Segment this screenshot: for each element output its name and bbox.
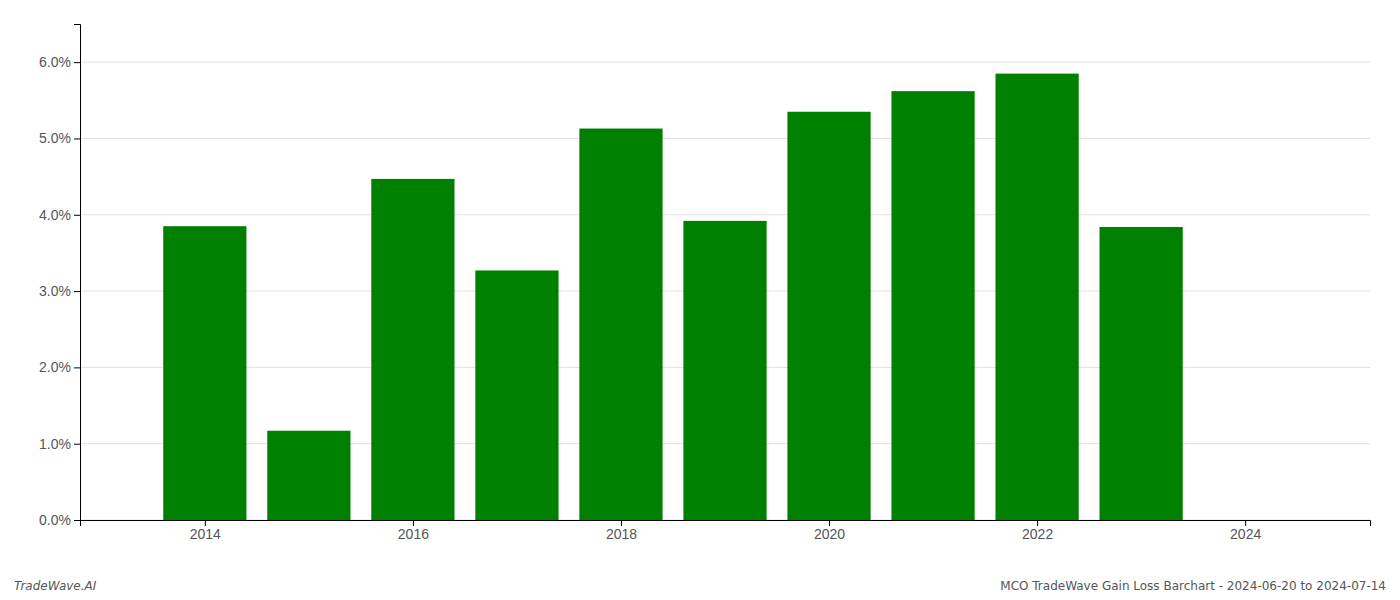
tick: 3.0% <box>39 283 80 299</box>
tick-mark <box>74 138 80 139</box>
tick: 2022 <box>1022 520 1053 542</box>
bar <box>891 91 974 520</box>
tick: 6.0% <box>39 54 80 70</box>
tick-mark <box>74 215 80 216</box>
tick-label: 2022 <box>1022 526 1053 542</box>
tick-mark <box>74 367 80 368</box>
grid <box>80 62 1370 520</box>
chart: 0.0% 1.0% 2.0% 3.0% 4.0% 5.0% 6.0% 2014 2016 2018… <box>0 0 1400 600</box>
tick-label: 5.0% <box>39 130 71 146</box>
bar <box>995 74 1078 520</box>
tick: 0.0% <box>39 512 80 528</box>
tick: 1.0% <box>39 436 80 452</box>
bar <box>475 270 558 520</box>
tick-label: 2024 <box>1230 526 1261 542</box>
bar <box>579 129 662 520</box>
grid-line <box>80 138 1370 139</box>
y-axis: 0.0% 1.0% 2.0% 3.0% 4.0% 5.0% 6.0% <box>39 25 80 528</box>
tick: 2016 <box>398 520 429 542</box>
tick-label: 0.0% <box>39 512 71 528</box>
axis-line <box>74 25 81 521</box>
tick-label: 2.0% <box>39 359 71 375</box>
bar <box>683 221 766 520</box>
tick: 2024 <box>1230 520 1261 542</box>
bars <box>163 74 1183 520</box>
tick-label: 2014 <box>190 526 221 542</box>
bar <box>267 431 350 520</box>
bar <box>163 226 246 520</box>
tick: 4.0% <box>39 207 80 223</box>
tick-label: 2016 <box>398 526 429 542</box>
tick: 2014 <box>190 520 221 542</box>
tick-label: 2020 <box>814 526 845 542</box>
bar <box>1100 227 1183 520</box>
footer-left: TradeWave.AI <box>14 579 97 593</box>
footer-right: MCO TradeWave Gain Loss Barchart - 2024-… <box>1000 579 1386 593</box>
tick-mark <box>74 62 80 63</box>
grid-line <box>80 214 1370 215</box>
tick-label: 4.0% <box>39 207 71 223</box>
tick: 5.0% <box>39 130 80 146</box>
axis-line <box>81 521 1371 527</box>
x-axis: 2014 2016 2018 2020 2022 2024 <box>81 520 1371 542</box>
plot-area: 0.0% 1.0% 2.0% 3.0% 4.0% 5.0% 6.0% 2014 2016 2018… <box>39 25 1370 542</box>
tick: 2020 <box>814 520 845 542</box>
tick-mark <box>74 444 80 445</box>
grid-line <box>80 62 1370 63</box>
tick-label: 3.0% <box>39 283 71 299</box>
tick-label: 1.0% <box>39 436 71 452</box>
tick-mark <box>74 520 80 521</box>
tick-label: 6.0% <box>39 54 71 70</box>
tick: 2018 <box>606 520 637 542</box>
tick-mark <box>74 291 80 292</box>
bar <box>371 179 454 520</box>
bar <box>787 112 870 520</box>
tick-label: 2018 <box>606 526 637 542</box>
tick: 2.0% <box>39 359 80 375</box>
